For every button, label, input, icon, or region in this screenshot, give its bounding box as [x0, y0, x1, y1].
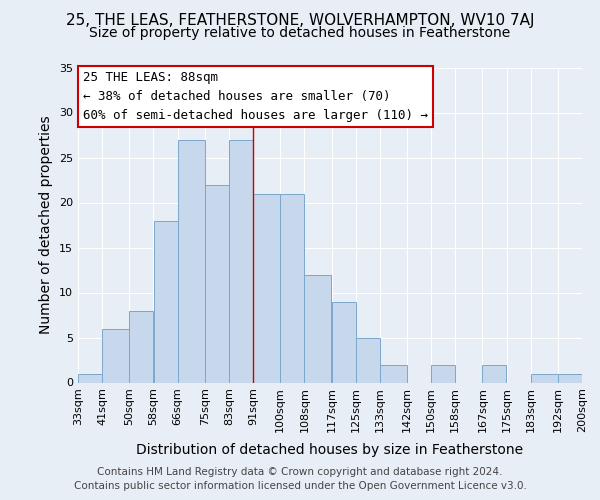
Bar [531, 374, 558, 382]
Bar [102, 328, 129, 382]
Bar [154, 220, 178, 382]
Bar [558, 374, 582, 382]
Y-axis label: Number of detached properties: Number of detached properties [40, 116, 53, 334]
X-axis label: Distribution of detached houses by size in Featherstone: Distribution of detached houses by size … [136, 444, 524, 458]
Text: 25 THE LEAS: 88sqm
← 38% of detached houses are smaller (70)
60% of semi-detache: 25 THE LEAS: 88sqm ← 38% of detached hou… [83, 70, 428, 122]
Bar [205, 184, 229, 382]
Bar [253, 194, 280, 382]
Bar [431, 364, 455, 382]
Bar [229, 140, 253, 382]
Bar [304, 274, 331, 382]
Bar [78, 374, 102, 382]
Bar [380, 364, 407, 382]
Bar [280, 194, 304, 382]
Bar [332, 302, 356, 382]
Bar [356, 338, 380, 382]
Text: Contains HM Land Registry data © Crown copyright and database right 2024.
Contai: Contains HM Land Registry data © Crown c… [74, 467, 526, 491]
Text: 25, THE LEAS, FEATHERSTONE, WOLVERHAMPTON, WV10 7AJ: 25, THE LEAS, FEATHERSTONE, WOLVERHAMPTO… [66, 12, 534, 28]
Bar [178, 140, 205, 382]
Bar [130, 310, 154, 382]
Bar [482, 364, 506, 382]
Text: Size of property relative to detached houses in Featherstone: Size of property relative to detached ho… [89, 26, 511, 40]
